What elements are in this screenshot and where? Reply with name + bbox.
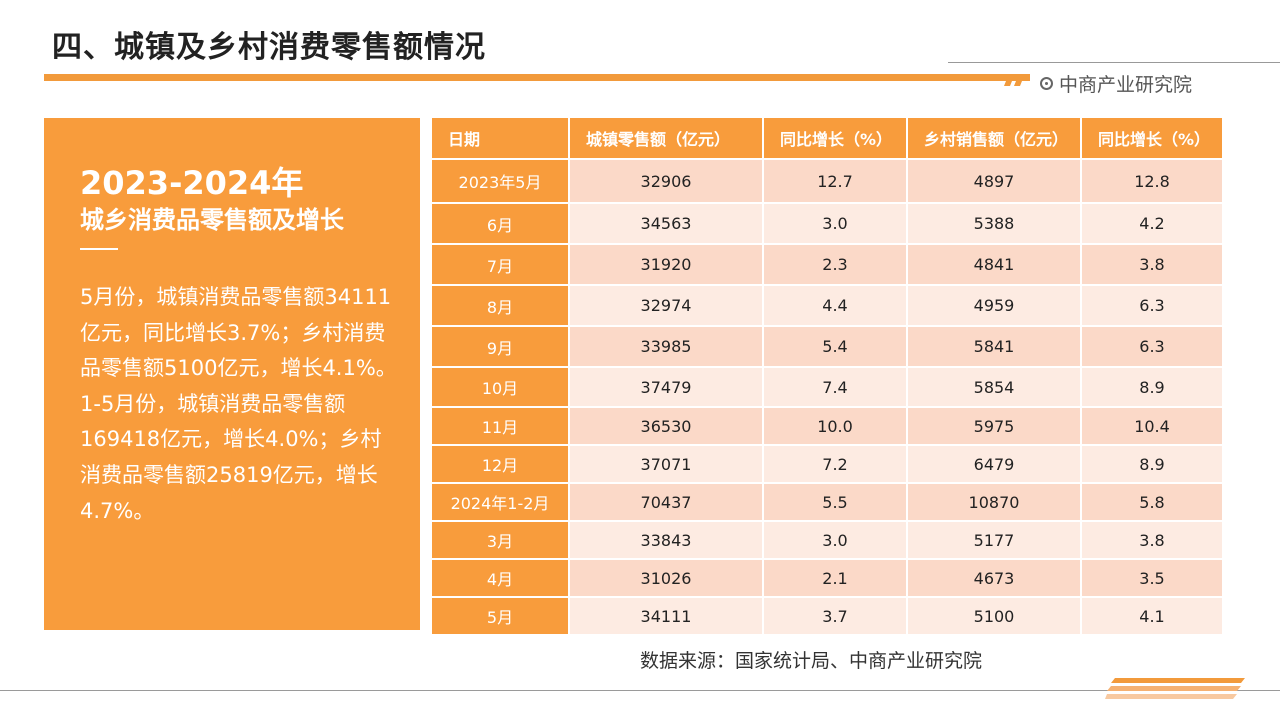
cell-urban-growth: 2.1 [764,558,908,596]
header-rural-sales: 乡村销售额（亿元） [908,118,1082,158]
cell-urban-sales: 31920 [570,243,764,284]
table-header-row: 日期 城镇零售额（亿元） 同比增长（%） 乡村销售额（亿元） 同比增长（%） [432,118,1222,158]
cell-date: 10月 [432,366,570,406]
cell-rural-growth: 3.8 [1082,520,1222,558]
cell-urban-growth: 10.0 [764,406,908,444]
table-row: 10月 37479 7.4 5854 8.9 [432,366,1222,406]
panel-body-text: 5月份，城镇消费品零售额34111亿元，同比增长3.7%；乡村消费品零售额510… [80,285,397,523]
table-row: 6月 34563 3.0 5388 4.2 [432,202,1222,243]
cell-date: 11月 [432,406,570,444]
table-row: 11月 36530 10.0 5975 10.4 [432,406,1222,444]
cell-urban-sales: 31026 [570,558,764,596]
cell-rural-growth: 3.8 [1082,243,1222,284]
cell-rural-sales: 4897 [908,158,1082,202]
cell-rural-growth: 3.5 [1082,558,1222,596]
cell-date: 6月 [432,202,570,243]
table-row: 4月 31026 2.1 4673 3.5 [432,558,1222,596]
cell-date: 2023年5月 [432,158,570,202]
cell-rural-sales: 5177 [908,520,1082,558]
cell-rural-growth: 6.3 [1082,325,1222,366]
cell-rural-sales: 5854 [908,366,1082,406]
cell-date: 2024年1-2月 [432,482,570,520]
decorative-stripes [1105,678,1245,699]
cell-urban-growth: 3.0 [764,202,908,243]
cell-urban-sales: 33985 [570,325,764,366]
header-rural-growth: 同比增长（%） [1082,118,1222,158]
cell-rural-sales: 5975 [908,406,1082,444]
header-urban-sales: 城镇零售额（亿元） [570,118,764,158]
cell-urban-growth: 2.3 [764,243,908,284]
summary-panel: 2023-2024年 城乡消费品零售额及增长 5月份，城镇消费品零售额34111… [44,118,420,630]
cell-rural-growth: 8.9 [1082,366,1222,406]
cell-rural-growth: 4.1 [1082,596,1222,634]
cell-urban-growth: 7.2 [764,444,908,482]
cell-date: 12月 [432,444,570,482]
cell-rural-growth: 8.9 [1082,444,1222,482]
cell-rural-sales: 6479 [908,444,1082,482]
cell-urban-sales: 34111 [570,596,764,634]
cell-rural-sales: 5388 [908,202,1082,243]
cell-rural-growth: 10.4 [1082,406,1222,444]
cell-rural-sales: 5100 [908,596,1082,634]
cell-urban-growth: 5.5 [764,482,908,520]
cell-date: 3月 [432,520,570,558]
header-urban-growth: 同比增长（%） [764,118,908,158]
target-icon [1040,77,1053,90]
panel-year: 2023-2024年 [80,164,304,202]
panel-heading: 城乡消费品零售额及增长 [80,206,344,234]
cell-urban-growth: 3.7 [764,596,908,634]
table-row: 12月 37071 7.2 6479 8.9 [432,444,1222,482]
table-row: 9月 33985 5.4 5841 6.3 [432,325,1222,366]
header-date: 日期 [432,118,570,158]
cell-rural-sales: 4959 [908,284,1082,325]
cell-urban-sales: 37479 [570,366,764,406]
cell-date: 5月 [432,596,570,634]
cell-urban-sales: 36530 [570,406,764,444]
table-row: 5月 34111 3.7 5100 4.1 [432,596,1222,634]
cell-urban-growth: 5.4 [764,325,908,366]
table-row: 2023年5月 32906 12.7 4897 12.8 [432,158,1222,202]
cell-urban-sales: 32906 [570,158,764,202]
cell-urban-growth: 3.0 [764,520,908,558]
table-row: 3月 33843 3.0 5177 3.8 [432,520,1222,558]
cell-date: 8月 [432,284,570,325]
cell-date: 9月 [432,325,570,366]
cell-date: 7月 [432,243,570,284]
cell-rural-growth: 12.8 [1082,158,1222,202]
decorative-slashes [1004,76,1024,86]
cell-rural-sales: 10870 [908,482,1082,520]
cell-urban-growth: 12.7 [764,158,908,202]
data-source: 数据来源：国家统计局、中商产业研究院 [640,650,983,672]
cell-rural-sales: 4673 [908,558,1082,596]
cell-urban-sales: 70437 [570,482,764,520]
cell-date: 4月 [432,558,570,596]
cell-rural-growth: 6.3 [1082,284,1222,325]
cell-urban-sales: 37071 [570,444,764,482]
cell-urban-sales: 34563 [570,202,764,243]
table-row: 8月 32974 4.4 4959 6.3 [432,284,1222,325]
cell-rural-sales: 4841 [908,243,1082,284]
table-row: 2024年1-2月 70437 5.5 10870 5.8 [432,482,1222,520]
brand-name: 中商产业研究院 [1059,74,1193,96]
cell-rural-growth: 5.8 [1082,482,1222,520]
retail-sales-table: 日期 城镇零售额（亿元） 同比增长（%） 乡村销售额（亿元） 同比增长（%） 2… [432,118,1222,634]
cell-urban-sales: 32974 [570,284,764,325]
footer-divider [0,690,1280,691]
title-divider [44,74,1030,81]
cell-rural-growth: 4.2 [1082,202,1222,243]
cell-rural-sales: 5841 [908,325,1082,366]
title-divider-thin [948,62,1280,63]
page-title: 四、城镇及乡村消费零售额情况 [52,30,486,65]
cell-urban-sales: 33843 [570,520,764,558]
panel-divider [80,248,118,250]
cell-urban-growth: 4.4 [764,284,908,325]
table-row: 7月 31920 2.3 4841 3.8 [432,243,1222,284]
cell-urban-growth: 7.4 [764,366,908,406]
brand-logo: 中商产业研究院 [1040,70,1192,97]
